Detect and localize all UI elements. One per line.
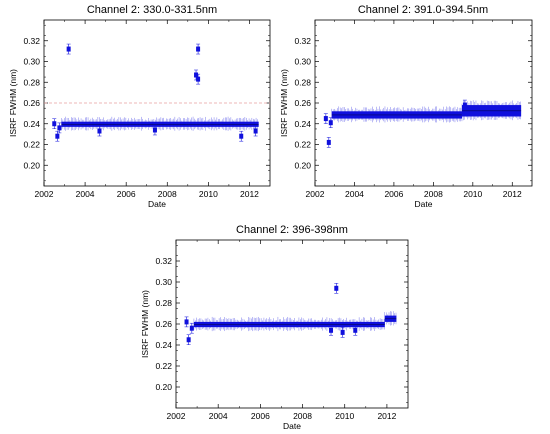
y-tick-label: 0.22 — [23, 140, 40, 150]
data-point — [55, 133, 60, 139]
data-point — [194, 72, 199, 78]
x-tick-label: 2002 — [306, 189, 325, 199]
chart-panel-channel2-330: Channel 2: 330.0-331.5nm 0.20 0.22 0.24 0.2… — [8, 4, 271, 209]
y-axis-label: ISRF FWHM (nm) — [140, 290, 150, 358]
y-tick-label: 0.28 — [294, 77, 311, 87]
y-tick-label: 0.26 — [294, 98, 311, 108]
chart-title: Channel 2: 330.0-331.5nm — [87, 4, 217, 16]
y-tick-label: 0.20 — [294, 160, 311, 170]
x-tick-label: 2012 — [503, 189, 522, 199]
data-point — [186, 337, 191, 343]
x-tick-label: 2012 — [240, 189, 259, 199]
chart-panel-channel2-396: Channel 2: 396-398nm 0.20 0.22 0.24 0.26 0.2… — [140, 224, 409, 431]
data-point — [323, 116, 328, 122]
plot-frame — [314, 19, 533, 187]
y-tick-label: 0.32 — [294, 36, 311, 46]
data-point — [334, 285, 339, 291]
x-tick-label: 2004 — [209, 411, 228, 421]
chart-panel-channel2-391: Channel 2: 391.0-394.5nm 0.20 0.22 0.24 0.2… — [279, 4, 533, 209]
x-axis-label: Date — [415, 199, 433, 209]
x-tick-label: 2008 — [158, 189, 177, 199]
x-tick-label: 2008 — [293, 411, 312, 421]
y-axis-label: ISRF FWHM (nm) — [279, 69, 289, 137]
chart-title: Channel 2: 391.0-394.5nm — [358, 4, 488, 16]
x-tick-label: 2006 — [251, 411, 270, 421]
data-point — [52, 121, 57, 127]
data-point — [326, 139, 331, 145]
chart-title: Channel 2: 396-398nm — [236, 224, 348, 236]
x-tick-label: 2010 — [335, 411, 354, 421]
y-tick-label: 0.28 — [23, 77, 40, 87]
data-point — [184, 319, 189, 325]
y-tick-label: 0.32 — [155, 256, 172, 266]
x-tick-label: 2004 — [76, 189, 95, 199]
data-point — [152, 127, 157, 133]
y-tick-label: 0.32 — [23, 36, 40, 46]
data-point — [329, 327, 334, 333]
x-tick-label: 2010 — [199, 189, 218, 199]
data-point — [97, 128, 102, 134]
data-point — [196, 76, 201, 82]
y-tick-label: 0.30 — [155, 277, 172, 287]
data-point — [328, 120, 333, 126]
x-tick-label: 2004 — [345, 189, 364, 199]
y-tick-label: 0.30 — [23, 57, 40, 67]
x-tick-label: 2008 — [424, 189, 443, 199]
data-point — [189, 325, 194, 331]
y-tick-label: 0.24 — [23, 119, 40, 129]
y-tick-label: 0.30 — [294, 57, 311, 67]
y-tick-label: 0.20 — [23, 160, 40, 170]
y-tick-label: 0.26 — [23, 98, 40, 108]
y-axis-label: ISRF FWHM (nm) — [8, 69, 18, 137]
x-tick-label: 2002 — [35, 189, 54, 199]
data-point — [340, 329, 345, 335]
y-tick-label: 0.20 — [155, 382, 172, 392]
x-tick-label: 2012 — [377, 411, 396, 421]
x-tick-label: 2002 — [167, 411, 186, 421]
x-axis-label: Date — [148, 199, 166, 209]
y-tick-label: 0.22 — [294, 140, 311, 150]
data-point — [253, 128, 258, 134]
y-tick-label: 0.24 — [155, 340, 172, 350]
data-point — [353, 327, 358, 333]
x-tick-label: 2006 — [117, 189, 136, 199]
x-tick-label: 2006 — [384, 189, 403, 199]
data-point — [239, 133, 244, 139]
x-axis-label: Date — [283, 421, 301, 431]
data-point — [66, 46, 71, 52]
data-point — [196, 46, 201, 52]
y-tick-label: 0.28 — [155, 298, 172, 308]
y-tick-label: 0.22 — [155, 361, 172, 371]
y-tick-label: 0.24 — [294, 119, 311, 129]
x-tick-label: 2010 — [463, 189, 482, 199]
data-point — [57, 125, 62, 131]
y-tick-label: 0.26 — [155, 319, 172, 329]
